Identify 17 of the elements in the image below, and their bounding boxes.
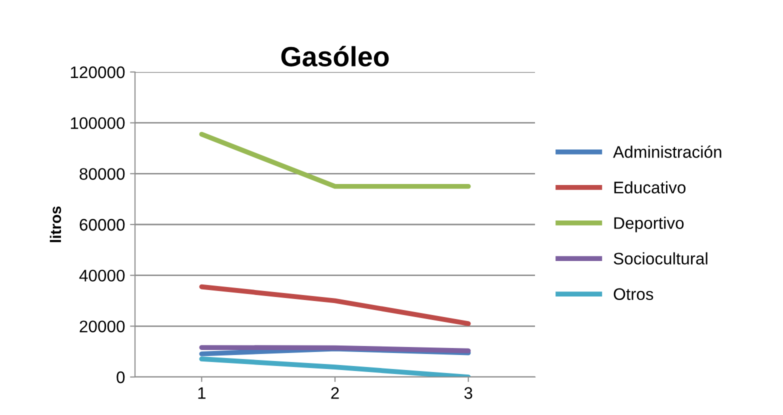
x-tick-label: 2 xyxy=(331,387,339,399)
y-tick-label: 20000 xyxy=(80,320,125,332)
y-tick-label: 80000 xyxy=(80,168,125,180)
y-tick-label: 120000 xyxy=(70,66,125,78)
x-tick-label: 1 xyxy=(198,387,206,399)
y-tick-label: 60000 xyxy=(80,218,125,231)
legend-label: Deportivo xyxy=(614,216,684,232)
legend-label: Sociocultural xyxy=(614,252,708,265)
legend-label: Educativo xyxy=(614,181,686,194)
y-axis-title: litros xyxy=(50,206,62,242)
y-tick-label: 100000 xyxy=(70,117,125,130)
x-tick-label: 3 xyxy=(464,387,472,399)
chart-title: Gasóleo xyxy=(281,46,389,67)
y-tick-label: 40000 xyxy=(79,270,125,282)
y-tick-label: 0 xyxy=(116,371,125,384)
legend-label: Otros xyxy=(614,288,654,300)
legend-label: Administración xyxy=(613,145,722,158)
